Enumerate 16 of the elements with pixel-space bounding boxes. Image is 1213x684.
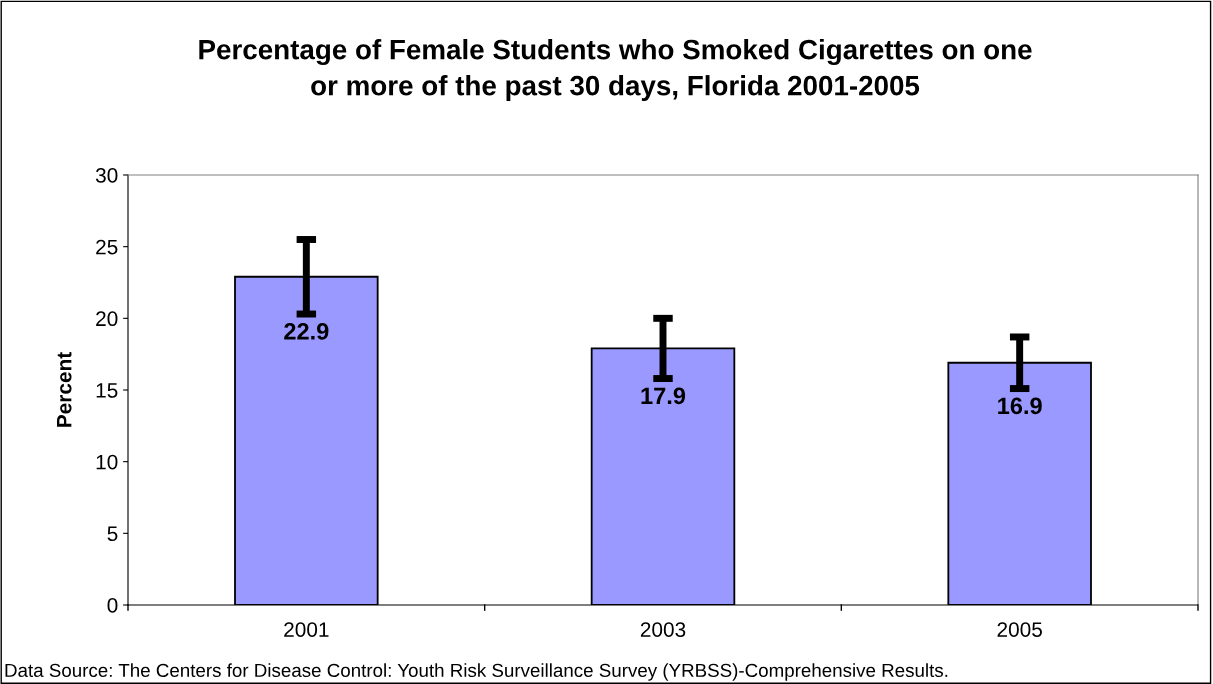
x-tick-label: 2003 [640,622,686,637]
y-tick-label: 5 [107,526,118,542]
x-tick-label: 2001 [284,622,329,637]
chart-title: Percentage of Female Students who Smoked Cigarettes on one or more of the past 30 days, Florida 2001-2005 [199,39,1032,101]
source-note: Data Source: The Centers for Disease Control: Youth Risk Surveillance Survey (YRBSS)-Comprehensive Results. [5,663,948,681]
y-tick-label: 20 [96,311,118,327]
y-tick-label: 30 [95,168,118,183]
y-tick-label: 25 [96,239,118,255]
x-tick-label: 2005 [997,622,1042,637]
y-tick-label: 10 [96,454,118,470]
data-label: 16.9 [998,397,1042,415]
data-label: 22.9 [284,322,329,340]
y-axis-title: Percent [57,352,72,427]
y-tick-label: 0 [107,598,118,613]
data-label: 17.9 [641,387,686,405]
y-tick-label: 15 [96,383,118,398]
